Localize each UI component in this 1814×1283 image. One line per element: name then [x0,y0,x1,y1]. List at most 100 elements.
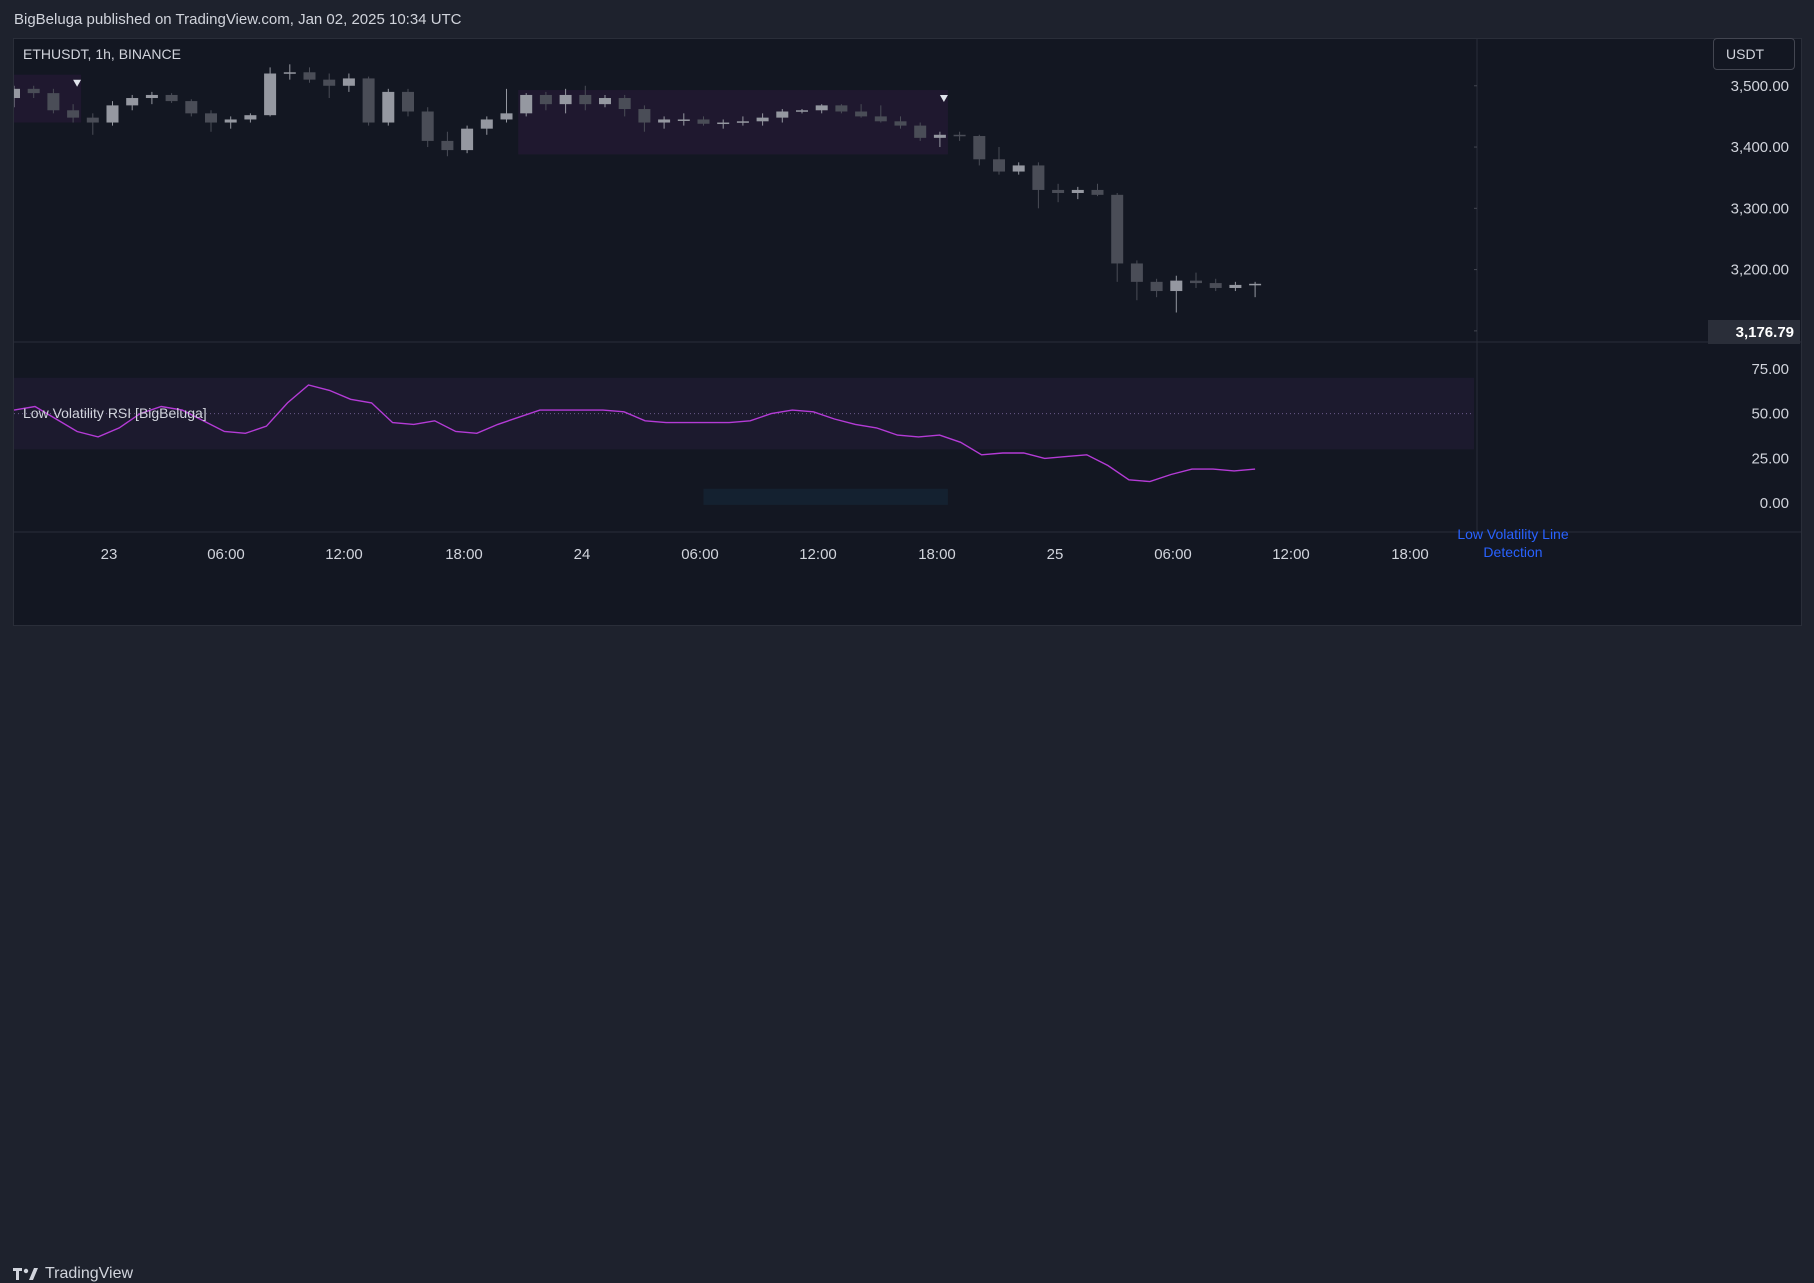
candle[interactable] [1091,189,1104,195]
footer: TradingView [0,628,1814,1282]
candle[interactable] [658,119,671,123]
price-axis-label: 3,200.00 [1731,262,1789,279]
candle[interactable] [539,94,552,105]
candle[interactable] [914,125,927,138]
triangle-down-icon [939,95,948,103]
candle[interactable] [933,134,946,138]
current-price-tag: 3,176.79 [1708,320,1800,344]
time-axis-label: 18:00 [445,546,483,563]
price-axis-label: 3,300.00 [1731,200,1789,217]
candle[interactable] [1032,165,1045,190]
low-volatility-label: Low Volatility Line Detection [1413,525,1613,561]
candle[interactable] [599,98,611,105]
candle[interactable] [126,98,139,106]
candle[interactable] [756,117,769,122]
candle[interactable] [874,116,887,122]
currency-button[interactable]: USDT [1713,38,1795,70]
candle[interactable] [835,105,848,112]
low-volatility-label-line2: Detection [1483,544,1543,560]
candle[interactable] [520,94,533,114]
candle[interactable] [638,109,651,123]
candle[interactable] [1170,280,1183,292]
candle[interactable] [264,73,277,116]
candle[interactable] [559,94,572,105]
candle[interactable] [1209,283,1222,288]
candle[interactable] [461,128,474,151]
candle[interactable] [1150,281,1163,292]
candle[interactable] [342,78,355,86]
time-axis-label: 12:00 [1272,546,1310,563]
publish-bar: BigBeluga published on TradingView.com, … [0,0,1814,38]
candle[interactable] [402,91,414,112]
time-axis-label: 18:00 [1391,546,1429,563]
candle[interactable] [894,121,907,126]
candle[interactable] [815,105,828,111]
candle[interactable] [579,94,592,105]
candle[interactable] [1111,194,1124,264]
candle[interactable] [441,140,454,151]
candle[interactable] [1012,165,1025,172]
indicator-label[interactable]: Low Volatility RSI [BigBeluga] [23,405,207,421]
candle[interactable] [205,113,217,123]
rsi-axis-label: 75.00 [1751,361,1789,378]
time-axis-label: 12:00 [799,546,837,563]
candle[interactable] [717,122,730,125]
candle[interactable] [27,88,40,94]
rsi-axis-label: 50.00 [1751,406,1789,423]
candle[interactable] [1249,283,1262,286]
triangle-down-icon [73,79,82,87]
candle[interactable] [1190,280,1202,284]
time-axis-label: 18:00 [918,546,956,563]
candle[interactable] [973,136,986,160]
candle[interactable] [677,119,690,121]
candle[interactable] [618,98,631,110]
candle[interactable] [106,105,119,123]
candle[interactable] [421,111,434,141]
rsi-axis-label: 25.00 [1751,450,1789,467]
price-axis-label: 3,400.00 [1731,139,1789,156]
tradingview-logo[interactable]: TradingView [13,1265,133,1283]
candle[interactable] [1052,189,1065,193]
time-axis-label: 23 [101,546,118,563]
low-volatility-label-line1: Low Volatility Line [1457,526,1569,542]
low-volatility-detection-line [703,488,948,505]
candle[interactable] [1229,284,1242,288]
candle[interactable] [47,93,60,111]
candle[interactable] [185,101,198,114]
time-axis-label: 12:00 [325,546,363,563]
candle[interactable] [796,110,808,112]
candle[interactable] [67,110,80,118]
price-axis-label: 3,500.00 [1731,78,1789,95]
tradingview-logo-icon [13,1268,38,1280]
candle[interactable] [953,134,966,137]
candle[interactable] [14,88,20,99]
rsi-axis-label: 0.00 [1760,495,1789,512]
candle[interactable] [323,79,336,86]
publish-info: BigBeluga published on TradingView.com, … [14,11,462,28]
candle[interactable] [283,72,296,74]
candle[interactable] [86,117,99,123]
candle[interactable] [855,111,868,117]
candle[interactable] [500,113,513,120]
candle[interactable] [244,115,257,120]
candle[interactable] [145,94,158,99]
candle[interactable] [165,94,178,102]
rsi-line [14,384,1256,483]
candle[interactable] [224,119,237,123]
time-axis-label: 06:00 [207,546,245,563]
footer-brand: TradingView [45,1265,134,1282]
candle[interactable] [303,72,316,80]
symbol-label[interactable]: ETHUSDT, 1h, BINANCE [23,46,181,62]
time-axis-label: 25 [1047,546,1064,563]
candle[interactable] [776,111,789,118]
candle[interactable] [480,119,493,129]
candle[interactable] [1071,189,1084,193]
candle[interactable] [362,78,375,123]
candle[interactable] [1130,263,1143,282]
time-axis-label: 06:00 [1154,546,1192,563]
candle[interactable] [697,119,710,124]
candle[interactable] [993,159,1005,172]
candle[interactable] [736,121,749,123]
time-axis-label: 06:00 [681,546,719,563]
candle[interactable] [382,91,395,123]
